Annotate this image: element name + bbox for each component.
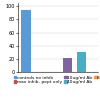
Bar <box>63 57 72 72</box>
Legend: controls no inhib, max inhib- pept only, 10ug/ml Ab, 40ug/ml Ab, 80ug/ml Ab: controls no inhib, max inhib- pept only,… <box>14 76 100 84</box>
Bar <box>77 52 86 72</box>
Bar <box>21 10 31 72</box>
